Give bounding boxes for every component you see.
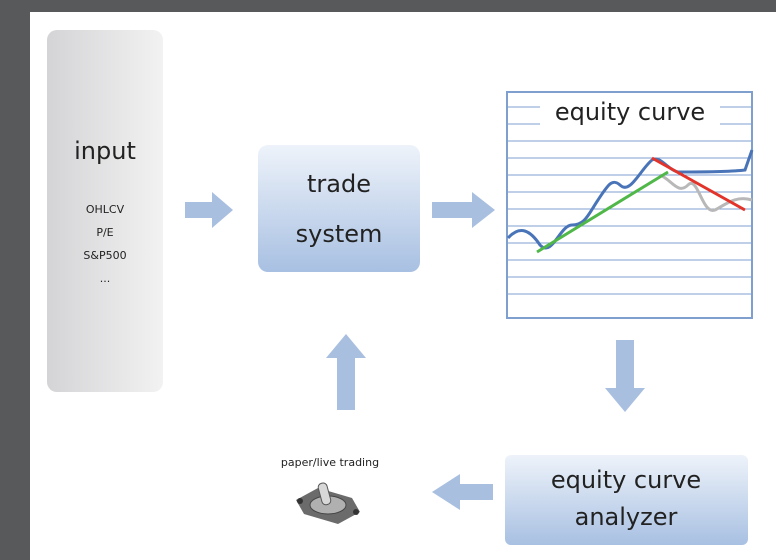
- trade-system-box: [258, 145, 420, 272]
- input-item: ...: [100, 272, 111, 285]
- analyzer-label: equity curve: [551, 466, 701, 494]
- input-item: OHLCV: [86, 203, 125, 216]
- page: input OHLCV P/E S&P500 ... trade system …: [0, 0, 776, 560]
- switch-label: paper/live trading: [281, 456, 379, 469]
- chart-title: equity curve: [555, 98, 705, 126]
- analyzer-label: analyzer: [575, 503, 678, 531]
- trade-system-label: system: [296, 220, 383, 248]
- trade-system-label: trade: [307, 170, 371, 198]
- input-item: S&P500: [83, 249, 126, 262]
- input-item: P/E: [96, 226, 113, 239]
- input-title: input: [74, 137, 136, 165]
- diagram: input OHLCV P/E S&P500 ... trade system …: [0, 0, 776, 560]
